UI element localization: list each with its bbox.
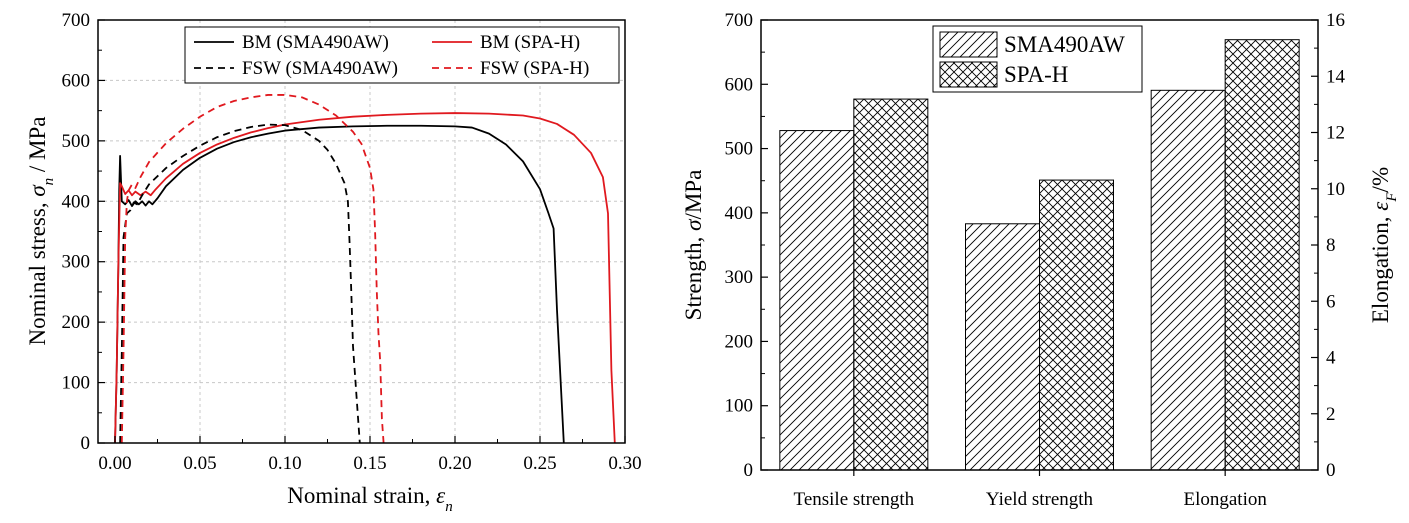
legend-swatch-sma490aw xyxy=(939,31,998,58)
y-tick-label: 100 xyxy=(62,373,91,394)
x-tick-label: 0.20 xyxy=(438,453,471,474)
y2-tick-label: 16 xyxy=(1326,10,1345,31)
y-tick-label: 100 xyxy=(725,396,754,417)
x-tick-label: 0.15 xyxy=(353,453,386,474)
legend-label-fsw-sma490aw: FSW (SMA490AW) xyxy=(242,58,398,79)
y-tick-label: 600 xyxy=(725,74,754,95)
x-tick-label: 0.10 xyxy=(268,453,301,474)
stress-strain-chart: 0.00 0.05 0.10 0.15 0.20 0.25 0.30 0 100 200 300 40… xyxy=(25,10,642,515)
curves xyxy=(114,94,616,443)
y2-tick-label: 0 xyxy=(1326,460,1336,481)
y-tick-label: 700 xyxy=(62,10,91,31)
y-axis-label-right: Elongation, εF/% xyxy=(1368,167,1400,323)
y-tick-label: 300 xyxy=(62,252,91,273)
series-line-fsw-sma490aw xyxy=(119,123,361,443)
y2-tick-label: 4 xyxy=(1326,348,1336,369)
x-tick-label: 0.30 xyxy=(608,453,641,474)
category-label-yield-strength: Yield strength xyxy=(986,489,1094,510)
x-tick-label: 0.05 xyxy=(183,453,216,474)
category-label-elongation: Elongation xyxy=(1183,489,1267,510)
ticks-right: Tensile strength Yield strength Elongation… xyxy=(725,10,1346,510)
legend-box xyxy=(184,26,620,84)
y-tick-label: 500 xyxy=(725,139,754,160)
x-axis-label: Nominal strain, εn xyxy=(287,483,452,515)
x-tick-label: 0.00 xyxy=(98,453,131,474)
y-tick-label: 200 xyxy=(725,331,754,352)
legend: BM (SMA490AW) BM (SPA-H) FSW (SMA490AW) … xyxy=(184,26,620,84)
y-tick-label: 0 xyxy=(81,433,91,454)
legend-swatch-spa-h xyxy=(939,61,998,88)
y2-tick-label: 12 xyxy=(1326,123,1345,144)
y2-tick-label: 2 xyxy=(1326,404,1336,425)
y-tick-label: 400 xyxy=(725,203,754,224)
y-tick-label: 0 xyxy=(744,460,754,481)
y-axis-label: Nominal stress, σn / MPa xyxy=(25,116,57,345)
y-tick-label: 500 xyxy=(62,131,91,152)
y2-tick-label: 10 xyxy=(1326,179,1345,200)
y2-tick-label: 14 xyxy=(1326,66,1346,87)
bar-sma490aw-yield-strength xyxy=(965,223,1040,471)
legend-label-fsw-spa-h: FSW (SPA-H) xyxy=(480,58,589,79)
legend-right: SMA490AW SPA-H xyxy=(932,25,1143,93)
legend-label-bm-sma490aw: BM (SMA490AW) xyxy=(242,32,389,53)
ticks: 0.00 0.05 0.10 0.15 0.20 0.25 0.30 0 100 200 300 40… xyxy=(62,10,642,474)
x-tick-label: 0.25 xyxy=(523,453,556,474)
legend-label-bm-spa-h: BM (SPA-H) xyxy=(480,32,580,53)
series-line-fsw-spa-h xyxy=(120,94,385,443)
bars xyxy=(779,39,1300,471)
bar-spa-h-tensile-strength xyxy=(853,98,929,471)
y-tick-label: 600 xyxy=(62,70,91,91)
y2-tick-label: 8 xyxy=(1326,235,1336,256)
y-tick-label: 700 xyxy=(725,10,754,31)
bar-sma490aw-elongation xyxy=(1150,89,1226,471)
y-tick-label: 300 xyxy=(725,267,754,288)
strength-elongation-chart: Tensile strength Yield strength Elongation… xyxy=(681,10,1400,510)
y-tick-label: 400 xyxy=(62,191,91,212)
legend-label-spa-h: SPA-H xyxy=(1004,62,1068,87)
category-label-tensile-strength: Tensile strength xyxy=(794,489,915,510)
bar-sma490aw-tensile-strength xyxy=(779,130,855,471)
bar-spa-h-yield-strength xyxy=(1039,179,1114,471)
legend-label-sma490aw: SMA490AW xyxy=(1004,32,1125,57)
y-axis-label-left: Strength, σ/MPa xyxy=(681,170,706,321)
bar-spa-h-elongation xyxy=(1224,39,1300,471)
y-tick-label: 200 xyxy=(62,312,91,333)
y2-tick-label: 6 xyxy=(1326,291,1336,312)
series-line-bm-sma490aw xyxy=(114,124,565,443)
